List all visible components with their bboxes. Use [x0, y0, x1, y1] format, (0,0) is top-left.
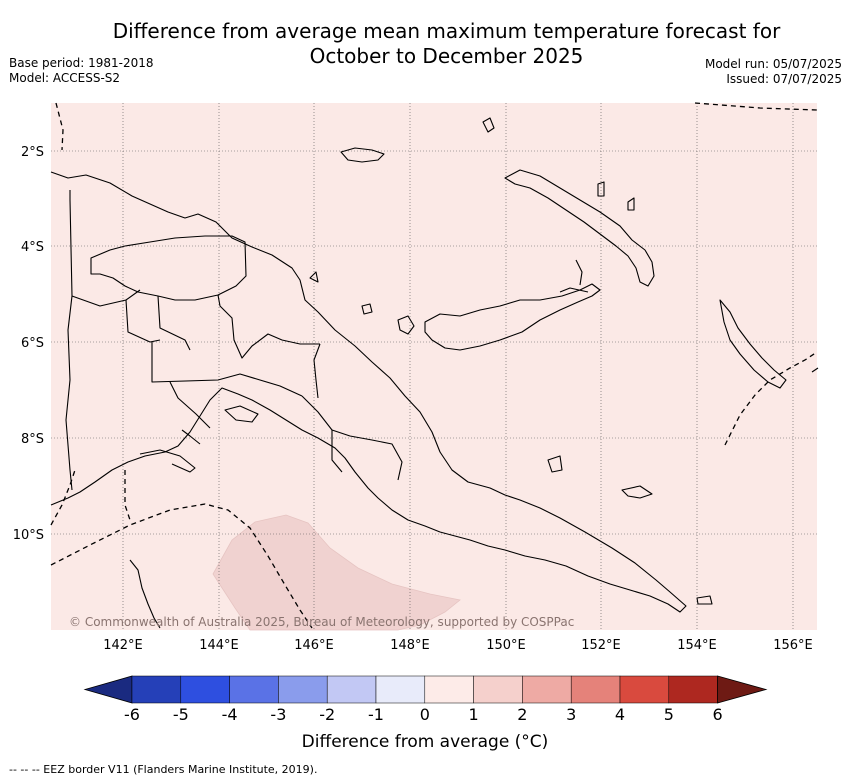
colorbar-extend-high — [717, 675, 768, 704]
lon-label-142e: 142°E — [103, 638, 143, 653]
colorbar-extend-low — [83, 675, 133, 704]
lon-label-150e: 150°E — [486, 638, 526, 653]
warm-anomaly-patch — [212, 514, 461, 631]
meta-left: Base period: 1981-2018 Model: ACCESS-S2 — [9, 56, 154, 86]
colorbar-tick-label: -3 — [270, 705, 286, 724]
colorbar-tick-label: -5 — [173, 705, 189, 724]
colorbar-tick-label: 5 — [664, 705, 674, 724]
latitude-labels: 2°S 4°S 6°S 8°S 10°S — [13, 145, 44, 543]
eez-footnote: -- -- -- EEZ border V11 (Flanders Marine… — [9, 763, 318, 776]
coastlines — [50, 117, 819, 629]
colorbar-bin — [570, 675, 621, 704]
colorbar-bin — [278, 675, 328, 704]
colorbar-bin — [424, 675, 474, 704]
lon-label-152e: 152°E — [581, 638, 621, 653]
colorbar-tick-label: 0 — [420, 705, 430, 724]
lon-label-154e: 154°E — [677, 638, 717, 653]
eez-borders — [50, 102, 818, 629]
map-title: Difference from average mean maximum tem… — [0, 19, 850, 69]
colorbar-tick-label: -2 — [319, 705, 335, 724]
colorbar-bin — [619, 675, 670, 704]
colorbar-tick-label: -1 — [368, 705, 384, 724]
colorbar: -6 -5 -4 -3 -2 -1 0 1 2 3 4 5 6 — [83, 675, 768, 724]
title-line-1: Difference from average mean maximum tem… — [112, 19, 781, 43]
colorbar-tick-label: 6 — [713, 705, 723, 724]
colorbar-tick-label: 3 — [566, 705, 576, 724]
map-panel — [51, 103, 817, 630]
base-period: Base period: 1981-2018 — [9, 56, 154, 70]
lat-label-4s: 4°S — [21, 240, 44, 255]
longitude-labels: 142°E 144°E 146°E 148°E 150°E 152°E 154°… — [103, 638, 813, 653]
colorbar-bin — [131, 675, 182, 704]
colorbar-tick-label: 1 — [469, 705, 479, 724]
model-run: Model run: 05/07/2025 — [704, 57, 842, 71]
lon-label-148e: 148°E — [390, 638, 430, 653]
colorbar-title: Difference from average (°C) — [301, 732, 549, 752]
lon-label-144e: 144°E — [199, 638, 239, 653]
colorbar-bin — [326, 675, 377, 704]
lat-label-8s: 8°S — [21, 432, 44, 447]
colorbar-tick-label: 2 — [517, 705, 527, 724]
lon-label-146e: 146°E — [294, 638, 334, 653]
colorbar-bin — [522, 675, 572, 704]
lat-label-6s: 6°S — [21, 336, 44, 351]
colorbar-bin — [180, 675, 230, 704]
colorbar-tick-label: -4 — [222, 705, 238, 724]
lat-label-10s: 10°S — [13, 528, 44, 543]
model-name: Model: ACCESS-S2 — [9, 71, 121, 85]
colorbar-bin — [229, 675, 279, 704]
colorbar-tick-label: 4 — [615, 705, 625, 724]
colorbar-bin — [668, 675, 718, 704]
lon-label-156e: 156°E — [773, 638, 813, 653]
colorbar-bin — [473, 675, 523, 704]
meta-right: Model run: 05/07/2025 Issued: 07/07/2025 — [705, 57, 842, 87]
issued-date: Issued: 07/07/2025 — [726, 72, 842, 86]
lat-label-2s: 2°S — [21, 145, 44, 160]
colorbar-tick-label: -6 — [124, 705, 140, 724]
colorbar-bin — [375, 675, 426, 704]
title-line-2: October to December 2025 — [309, 44, 584, 68]
copyright-notice: © Commonwealth of Australia 2025, Bureau… — [69, 615, 574, 629]
